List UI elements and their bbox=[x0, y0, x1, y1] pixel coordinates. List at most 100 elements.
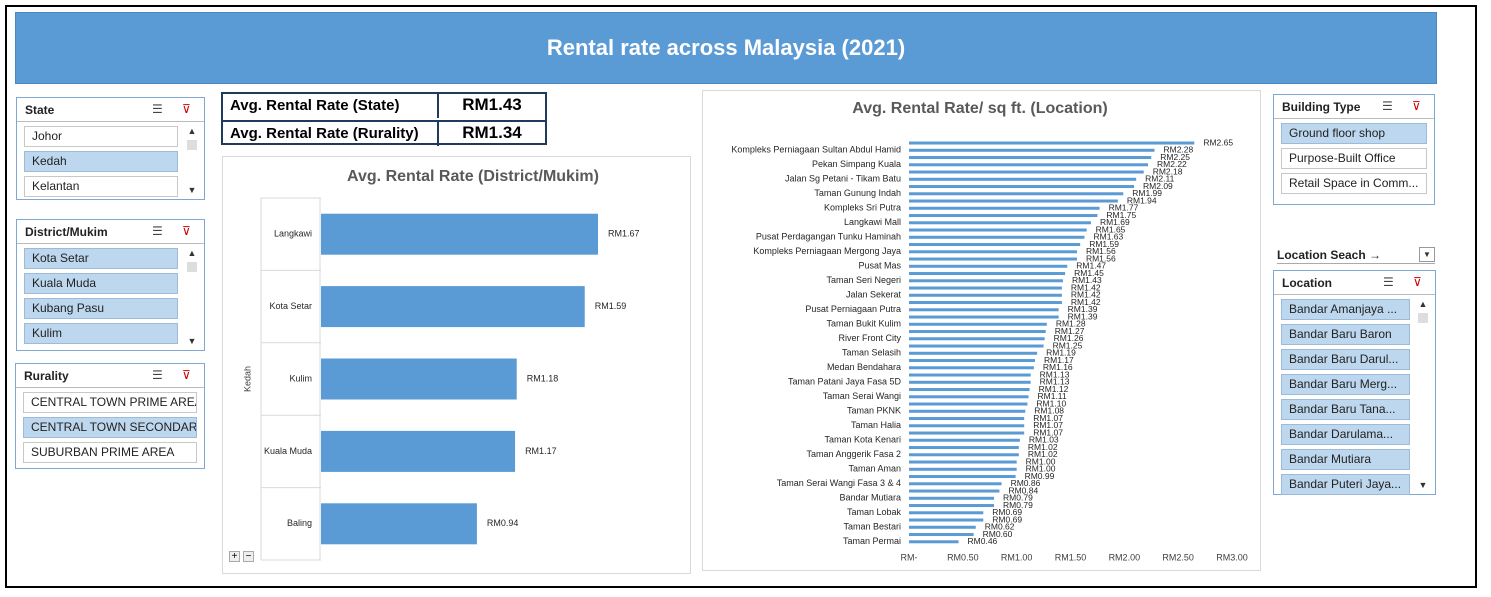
slicer-item[interactable]: Retail Space in Comm... bbox=[1281, 173, 1427, 194]
scroll-down[interactable]: ▼ bbox=[187, 336, 197, 346]
bar bbox=[909, 293, 1062, 297]
value-label: RM0.99 bbox=[1025, 471, 1055, 481]
slicer-item[interactable]: Ground floor shop bbox=[1281, 123, 1427, 144]
multi-select-icon[interactable]: ☰ bbox=[1382, 99, 1393, 113]
multi-select-icon[interactable]: ☰ bbox=[152, 368, 163, 382]
category-label: Kuala Muda bbox=[264, 446, 312, 456]
location-search-label: Location Seach → bbox=[1277, 248, 1382, 262]
frame bbox=[5, 5, 1477, 588]
multi-select-icon[interactable]: ☰ bbox=[152, 224, 163, 238]
slicer-item[interactable]: Bandar Puteri Jaya... bbox=[1281, 474, 1410, 495]
clear-filter-icon[interactable]: ⊽ bbox=[182, 102, 191, 116]
value-label: RM2.09 bbox=[1143, 181, 1173, 191]
slicer-divider bbox=[17, 243, 204, 244]
value-label: RM1.39 bbox=[1068, 304, 1098, 314]
slicer-divider bbox=[1274, 118, 1434, 119]
scroll-down[interactable]: ▼ bbox=[1418, 480, 1428, 490]
value-label: RM1.17 bbox=[1044, 355, 1074, 365]
kpi-divider bbox=[437, 94, 439, 118]
bar bbox=[909, 518, 984, 522]
category-label: Taman Kota Kenari bbox=[824, 435, 901, 445]
value-label: RM1.67 bbox=[608, 229, 640, 239]
slicer-item[interactable]: CENTRAL TOWN PRIME AREA bbox=[23, 392, 197, 413]
clear-filter-icon[interactable]: ⊽ bbox=[182, 224, 191, 238]
value-label: RM2.25 bbox=[1160, 152, 1190, 162]
slicer-item[interactable]: Kulim bbox=[24, 323, 178, 344]
bar bbox=[909, 424, 1025, 428]
category-label: Taman Serai Wangi Fasa 3 & 4 bbox=[777, 478, 901, 488]
category-label: Taman Selasih bbox=[842, 348, 901, 358]
value-label: RM1.45 bbox=[1074, 268, 1104, 278]
slicer-title: State bbox=[25, 103, 55, 117]
x-tick-label: RM0.50 bbox=[947, 552, 979, 562]
category-label: Kota Setar bbox=[269, 301, 312, 311]
value-label: RM1.42 bbox=[1071, 297, 1101, 307]
bar bbox=[909, 467, 1017, 471]
slicer-item[interactable]: Bandar Baru Darul... bbox=[1281, 349, 1410, 370]
bar bbox=[909, 496, 995, 500]
clear-filter-icon[interactable]: ⊽ bbox=[1412, 99, 1421, 113]
slicer-item[interactable]: Kota Setar bbox=[24, 248, 178, 269]
category-label: Taman PKNK bbox=[847, 406, 901, 416]
bar bbox=[321, 213, 598, 255]
value-label: RM1.07 bbox=[1033, 420, 1063, 430]
bar bbox=[909, 199, 1118, 203]
slicer-item[interactable]: Bandar Baru Tana... bbox=[1281, 399, 1410, 420]
slicer: Building Type ☰ ⊽ Ground floor shop Purpose-… bbox=[1273, 94, 1435, 205]
slicer-item[interactable]: Johor bbox=[24, 126, 178, 147]
bar bbox=[909, 453, 1019, 457]
collapse-button[interactable]: − bbox=[243, 551, 254, 562]
value-label: RM2.65 bbox=[1203, 137, 1233, 147]
slicer-item[interactable]: Bandar Baru Merg... bbox=[1281, 374, 1410, 395]
bar bbox=[909, 504, 995, 508]
slicer-item[interactable]: Kuala Muda bbox=[24, 273, 178, 294]
bar bbox=[909, 250, 1077, 254]
scroll-up[interactable]: ▲ bbox=[187, 248, 197, 258]
value-label: RM2.28 bbox=[1163, 145, 1193, 155]
bar bbox=[909, 315, 1059, 319]
value-label: RM1.28 bbox=[1056, 319, 1086, 329]
slicer-item[interactable]: CENTRAL TOWN SECONDARY ... bbox=[23, 417, 197, 438]
value-label: RM2.11 bbox=[1145, 174, 1174, 184]
value-label: RM1.26 bbox=[1054, 333, 1084, 343]
bar bbox=[909, 366, 1034, 370]
divider bbox=[1277, 263, 1435, 264]
scroll-down[interactable]: ▼ bbox=[187, 185, 197, 195]
multi-select-icon[interactable]: ☰ bbox=[152, 102, 163, 116]
expand-button[interactable]: + bbox=[229, 551, 240, 562]
slicer-item[interactable]: Kubang Pasu bbox=[24, 298, 178, 319]
clear-filter-icon[interactable]: ⊽ bbox=[182, 368, 191, 382]
slicer-item[interactable]: Bandar Mutiara bbox=[1281, 449, 1410, 470]
value-label: RM0.86 bbox=[1011, 478, 1041, 488]
slicer-item[interactable]: Purpose-Built Office bbox=[1281, 148, 1427, 169]
x-tick-label: RM2.00 bbox=[1109, 552, 1141, 562]
slicer-item[interactable]: Kedah bbox=[24, 151, 178, 172]
slicer-title: Location bbox=[1282, 276, 1332, 290]
bar bbox=[909, 431, 1025, 435]
slicer-item[interactable]: SUBURBAN PRIME AREA bbox=[23, 442, 197, 463]
slicer-divider bbox=[16, 387, 204, 388]
multi-select-icon[interactable]: ☰ bbox=[1383, 275, 1394, 289]
bar bbox=[909, 489, 1000, 493]
value-label: RM1.17 bbox=[525, 446, 557, 456]
dropdown[interactable]: ▼ bbox=[1419, 247, 1435, 262]
slicer-title: Rurality bbox=[24, 369, 69, 383]
value-label: RM1.27 bbox=[1055, 326, 1085, 336]
slicer-item[interactable]: Kelantan bbox=[24, 176, 178, 197]
bar bbox=[909, 192, 1124, 196]
bar bbox=[909, 525, 976, 529]
category-label: Taman Aman bbox=[848, 464, 901, 474]
slicer: State ☰ ⊽ Johor Kedah Kelantan ▲ ▼ bbox=[16, 97, 205, 200]
slicer-item[interactable]: Bandar Darulama... bbox=[1281, 424, 1410, 445]
category-label: Taman Bestari bbox=[843, 522, 901, 532]
slicer-divider bbox=[1274, 294, 1435, 295]
bar bbox=[909, 206, 1100, 210]
value-label: RM1.19 bbox=[1046, 348, 1076, 358]
bar bbox=[909, 446, 1019, 450]
scroll-up[interactable]: ▲ bbox=[187, 126, 197, 136]
scroll-up[interactable]: ▲ bbox=[1418, 299, 1428, 309]
bar bbox=[909, 163, 1149, 167]
slicer-item[interactable]: Bandar Amanjaya ... bbox=[1281, 299, 1410, 320]
clear-filter-icon[interactable]: ⊽ bbox=[1413, 275, 1422, 289]
slicer-item[interactable]: Bandar Baru Baron bbox=[1281, 324, 1410, 345]
